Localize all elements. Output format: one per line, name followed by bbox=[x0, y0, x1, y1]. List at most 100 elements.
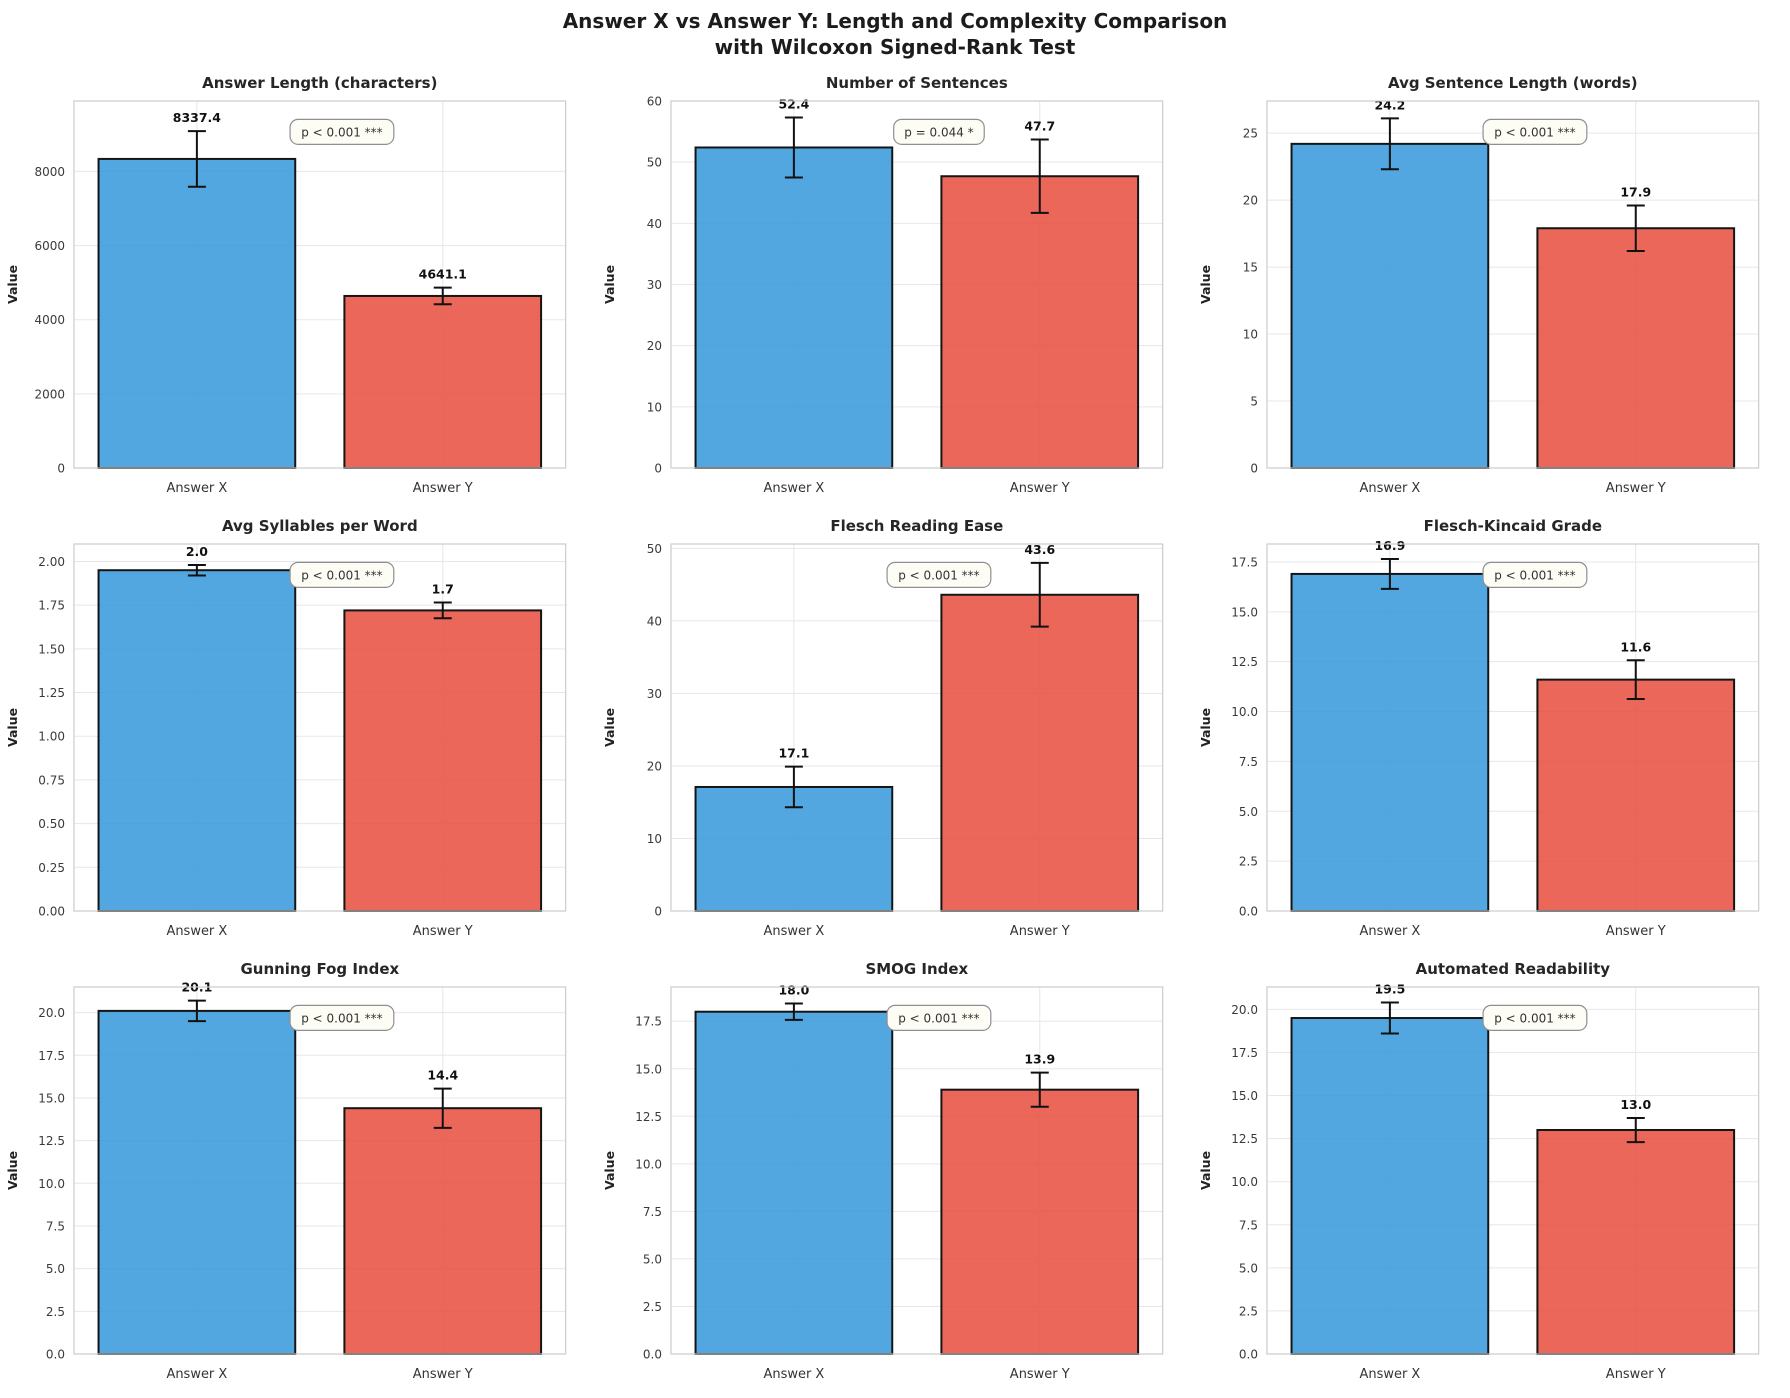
y-tick-label: 10.0 bbox=[1232, 705, 1259, 719]
x-tick-label: Answer X bbox=[763, 481, 824, 496]
bar-answer-y bbox=[1536, 1129, 1736, 1355]
y-tick-label: 10.0 bbox=[1232, 1175, 1259, 1189]
chart-flesch-kincaid-grade: Flesch-Kincaid Grade 16.9 11.6 p < 0.001 **… bbox=[1198, 517, 1760, 939]
bar-answer-y bbox=[343, 1107, 543, 1355]
y-tick-label: 2.00 bbox=[38, 555, 65, 569]
plot-border bbox=[670, 100, 1163, 469]
y-axis-label: Value bbox=[1198, 708, 1213, 747]
value-label: 47.7 bbox=[1024, 119, 1055, 134]
error-bar bbox=[433, 1087, 452, 1129]
y-tick-label: 5.0 bbox=[1239, 1261, 1258, 1275]
value-label: 43.6 bbox=[1024, 542, 1055, 557]
y-tick-label: 2.5 bbox=[46, 1305, 65, 1319]
y-tick-label: 15.0 bbox=[38, 1091, 65, 1105]
plot-border bbox=[73, 986, 567, 1355]
y-tick-label: 5 bbox=[1251, 395, 1259, 409]
x-tick-label: Answer X bbox=[166, 481, 227, 496]
error-bar bbox=[187, 130, 206, 188]
bar-answer-y bbox=[1536, 227, 1736, 469]
plot-border bbox=[1266, 986, 1760, 1355]
bar-answer-x bbox=[694, 1010, 893, 1355]
y-tick-label: 17.5 bbox=[1232, 1046, 1259, 1060]
x-tick-label: Answer Y bbox=[1009, 924, 1069, 939]
y-tick-label: 12.5 bbox=[38, 1134, 65, 1148]
y-tick-label: 2.5 bbox=[1239, 1304, 1258, 1318]
value-label: 17.9 bbox=[1621, 184, 1652, 199]
error-bar bbox=[433, 601, 452, 620]
error-bar bbox=[1627, 659, 1646, 700]
error-bar bbox=[1030, 138, 1049, 214]
p-value-label: p = 0.044 * bbox=[904, 125, 973, 139]
y-tick-label: 0.0 bbox=[643, 1347, 662, 1361]
p-value-label: p < 0.001 *** bbox=[1495, 125, 1576, 139]
x-tick-label: Answer X bbox=[1360, 481, 1421, 496]
bar-answer-x bbox=[97, 569, 297, 912]
figure-title-line2: with Wilcoxon Signed-Rank Test bbox=[714, 35, 1076, 59]
y-axis-label: Value bbox=[1198, 265, 1213, 304]
y-axis-label: Value bbox=[602, 1151, 617, 1190]
plot-border bbox=[73, 543, 567, 912]
chart-title: Flesch-Kincaid Grade bbox=[1424, 517, 1602, 535]
chart-smog-index: SMOG Index 18.0 13.9 p < 0.001 *** 0.0 2.5 5.0… bbox=[602, 960, 1163, 1382]
error-bar bbox=[784, 1002, 803, 1021]
p-value-label: p < 0.001 *** bbox=[301, 125, 382, 139]
y-tick-label: 10.0 bbox=[38, 1177, 65, 1191]
subplot-automated-readability: Automated Readability 19.5 13.0 p < 0.001 *… bbox=[1193, 954, 1790, 1397]
y-tick-label: 15.0 bbox=[635, 1062, 662, 1076]
error-bar bbox=[784, 765, 803, 809]
x-tick-label: Answer Y bbox=[1606, 1367, 1666, 1382]
y-tick-label: 30 bbox=[646, 687, 661, 701]
subplot-answer-length-characters: Answer Length (characters) 8337.4 4641.1 p … bbox=[0, 68, 597, 511]
chart-avg-syllables-per-word: Avg Syllables per Word 2.0 1.7 p < 0.001 **… bbox=[5, 517, 567, 939]
bar-answer-y bbox=[940, 175, 1139, 470]
y-tick-label: 10 bbox=[646, 400, 661, 414]
value-label: 18.0 bbox=[778, 983, 809, 998]
x-tick-label: Answer X bbox=[763, 1367, 824, 1382]
y-tick-label: 0.0 bbox=[1239, 1347, 1258, 1361]
bar-answer-x bbox=[1290, 1017, 1490, 1355]
p-value-label: p < 0.001 *** bbox=[1495, 1011, 1576, 1025]
y-tick-label: 15 bbox=[1243, 261, 1258, 275]
x-tick-label: Answer Y bbox=[413, 924, 473, 939]
y-axis-label: Value bbox=[602, 708, 617, 747]
bar-answer-y bbox=[1536, 678, 1736, 912]
bar-answer-x bbox=[97, 1009, 297, 1355]
p-value-box: p < 0.001 *** bbox=[1482, 118, 1588, 145]
error-bar bbox=[784, 116, 803, 179]
x-tick-label: Answer X bbox=[1360, 1367, 1421, 1382]
y-axis-label: Value bbox=[5, 1151, 20, 1190]
y-tick-label: 7.5 bbox=[46, 1219, 65, 1233]
value-label: 14.4 bbox=[427, 1068, 458, 1083]
y-tick-label: 2.5 bbox=[643, 1300, 662, 1314]
subplot-gunning-fog-index: Gunning Fog Index 20.1 14.4 p < 0.001 *** 0.… bbox=[0, 954, 597, 1397]
y-tick-label: 1.50 bbox=[38, 642, 65, 656]
chart-number-of-sentences: Number of Sentences 52.4 47.7 p = 0.044 * 0 1… bbox=[602, 74, 1163, 496]
y-tick-label: 12.5 bbox=[635, 1110, 662, 1124]
figure-title-line1: Answer X vs Answer Y: Length and Complex… bbox=[562, 9, 1228, 33]
y-tick-label: 20.0 bbox=[38, 1006, 65, 1020]
p-value-box: p < 0.001 *** bbox=[289, 1004, 395, 1031]
y-tick-label: 15.0 bbox=[1232, 1089, 1259, 1103]
y-tick-label: 0.0 bbox=[46, 1347, 65, 1361]
bar-answer-x bbox=[1290, 572, 1490, 912]
error-bar bbox=[187, 563, 206, 577]
error-bar bbox=[1381, 557, 1400, 590]
x-tick-label: Answer Y bbox=[1606, 481, 1666, 496]
y-tick-label: 40 bbox=[646, 614, 661, 628]
error-bar bbox=[1627, 1116, 1646, 1144]
chart-title: Avg Sentence Length (words) bbox=[1388, 74, 1638, 92]
bar-answer-y bbox=[940, 1088, 1139, 1356]
y-tick-label: 0 bbox=[1251, 461, 1259, 475]
p-value-box: p < 0.001 *** bbox=[1482, 1004, 1588, 1031]
x-tick-label: Answer Y bbox=[413, 481, 473, 496]
y-tick-label: 25 bbox=[1243, 127, 1258, 141]
x-tick-label: Answer Y bbox=[1009, 481, 1069, 496]
error-bar bbox=[1627, 204, 1646, 253]
y-tick-label: 17.5 bbox=[635, 1015, 662, 1029]
bar-answer-x bbox=[694, 146, 893, 469]
p-value-box: p < 0.001 *** bbox=[886, 1004, 992, 1031]
chart-title: Number of Sentences bbox=[826, 74, 1008, 92]
y-tick-label: 4000 bbox=[34, 313, 64, 327]
y-tick-label: 1.25 bbox=[38, 686, 65, 700]
